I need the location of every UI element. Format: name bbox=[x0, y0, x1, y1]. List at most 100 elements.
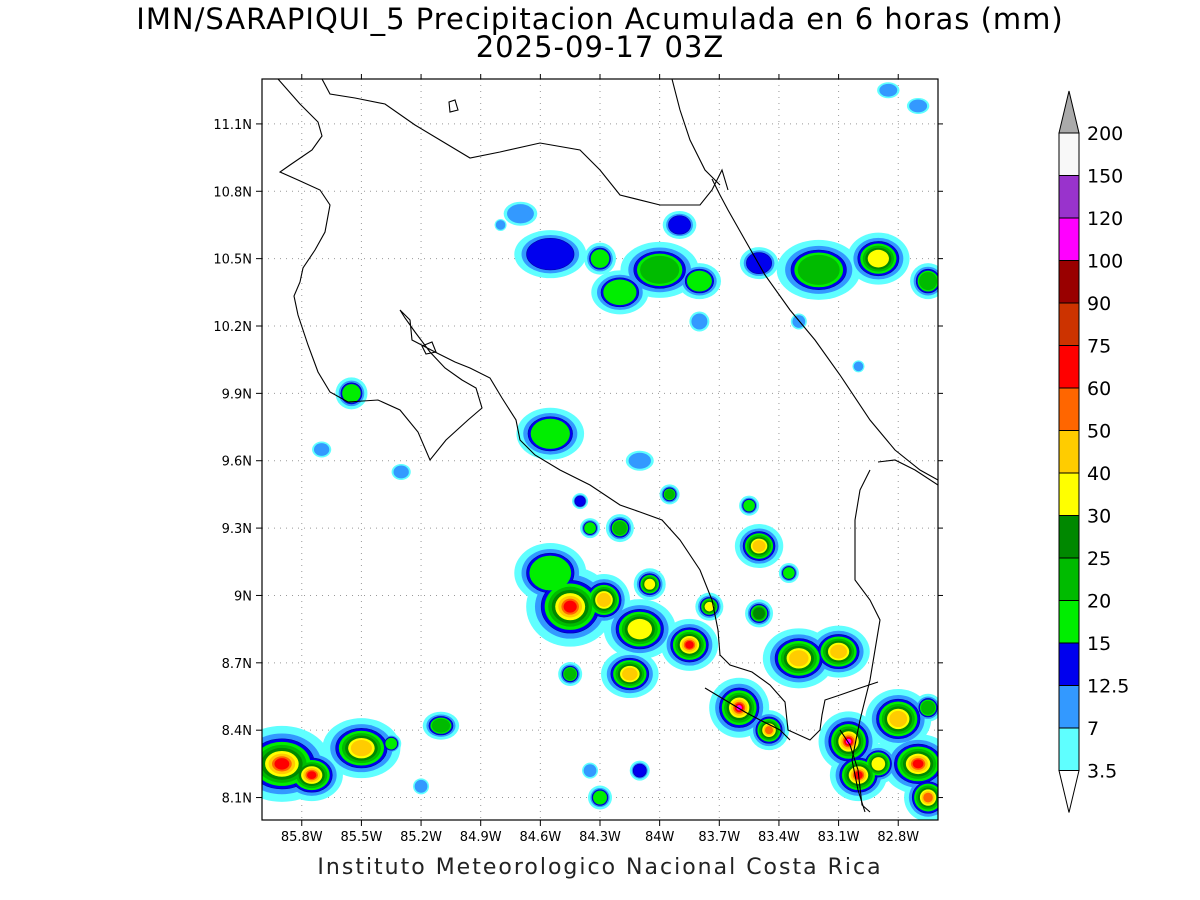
precip-contour bbox=[583, 764, 597, 777]
colorbar-segment bbox=[1058, 387, 1080, 431]
border-panama bbox=[851, 469, 881, 813]
precip-contour bbox=[668, 215, 691, 235]
colorbar-segment bbox=[1058, 345, 1080, 389]
lat-tick-label: 10.5N bbox=[213, 253, 252, 268]
colorbar-segment bbox=[1058, 302, 1080, 346]
gulf-island bbox=[421, 341, 437, 355]
precip-contour bbox=[590, 249, 610, 268]
precip-contour bbox=[530, 418, 570, 449]
lon-tick-label: 85.5W bbox=[341, 830, 383, 845]
precip-contour bbox=[853, 361, 864, 372]
precip-contour bbox=[919, 272, 938, 291]
precip-contour bbox=[603, 279, 637, 306]
lon-tick-label: 84W bbox=[645, 830, 675, 845]
colorbar-segment bbox=[1058, 685, 1080, 729]
lon-tick-label: 84.3W bbox=[579, 830, 621, 845]
precip-contour bbox=[342, 384, 361, 403]
coastline-caribbean bbox=[711, 178, 938, 481]
precip-contour bbox=[783, 567, 795, 579]
precip-contour bbox=[622, 667, 638, 681]
border-nicaragua bbox=[321, 79, 729, 206]
precip-contour bbox=[640, 255, 680, 284]
precip-contour bbox=[867, 249, 889, 268]
precip-contour bbox=[746, 252, 773, 274]
precip-contour bbox=[921, 700, 936, 715]
colorbar-segment bbox=[1058, 217, 1080, 261]
precip-contour bbox=[765, 726, 773, 735]
coastline-pacific-north bbox=[277, 79, 879, 741]
colorbar-label: 200 bbox=[1087, 123, 1123, 145]
lat-tick-label: 8.1N bbox=[222, 792, 252, 807]
lake-nicaragua-shore bbox=[671, 79, 721, 186]
longitude-tick-labels: 85.8W 85.5W 85.2W 84.9W 84.6W 84.3W 84W 83.7W 83… bbox=[281, 74, 919, 845]
credit-text: Instituto Meteorologico Nacional Costa R… bbox=[317, 855, 883, 880]
lat-tick-label: 8.7N bbox=[222, 657, 252, 672]
colorbar-segment bbox=[1058, 472, 1080, 516]
precip-contour bbox=[564, 668, 577, 681]
precip-contour bbox=[313, 443, 330, 456]
colorbar-label: 120 bbox=[1087, 208, 1123, 230]
precip-contour bbox=[644, 578, 656, 590]
latitude-tick-labels: 8.1N 8.4N 8.7N 9N 9.3N 9.6N 9.9N 10.2N 10.5N 10.8… bbox=[213, 118, 943, 807]
lon-tick-label: 83.1W bbox=[818, 830, 860, 845]
precip-contour bbox=[632, 763, 647, 778]
lon-tick-label: 85.8W bbox=[281, 830, 323, 845]
coast-east-segment bbox=[877, 459, 938, 486]
precip-contour bbox=[664, 489, 675, 500]
lat-tick-label: 10.2N bbox=[213, 320, 252, 335]
osa-peninsula bbox=[704, 687, 791, 741]
precip-contour bbox=[753, 607, 765, 620]
precip-contour bbox=[830, 644, 848, 659]
map-title: IMN/SARAPIQUI_5 Precipitacion Acumulada … bbox=[136, 2, 1064, 36]
precip-contour bbox=[628, 452, 651, 469]
precip-contour bbox=[889, 710, 908, 728]
lat-tick-label: 9.9N bbox=[222, 387, 252, 402]
colorbar-segment bbox=[1058, 132, 1080, 176]
precip-contour bbox=[385, 737, 398, 750]
precip-contour bbox=[350, 740, 372, 757]
precip-contour bbox=[797, 254, 840, 285]
precip-contour bbox=[685, 640, 694, 649]
lon-tick-label: 83.7W bbox=[698, 830, 740, 845]
precip-contour bbox=[691, 313, 708, 330]
colorbar-legend: 3.5 7 12.5 15 20 25 30 40 50 60 75 90 100 120 150 200 bbox=[1058, 90, 1129, 813]
grid-lines bbox=[262, 79, 938, 820]
colorbar-label: 150 bbox=[1087, 166, 1123, 188]
lon-tick-label: 84.6W bbox=[519, 830, 561, 845]
lon-tick-label: 82.8W bbox=[877, 830, 919, 845]
precip-contour bbox=[529, 555, 572, 591]
precip-contour bbox=[686, 270, 712, 292]
lat-tick-label: 10.8N bbox=[213, 185, 252, 200]
colorbar-segment bbox=[1058, 260, 1080, 304]
precip-contour bbox=[563, 600, 577, 613]
precip-contour bbox=[593, 790, 607, 805]
colorbar-label: 75 bbox=[1087, 336, 1111, 358]
precip-contour bbox=[307, 771, 317, 779]
precip-contour bbox=[596, 592, 611, 607]
map-frame bbox=[261, 78, 939, 821]
colorbar-under-arrow bbox=[1058, 770, 1080, 813]
lat-tick-label: 9.3N bbox=[222, 522, 252, 537]
precip-contour bbox=[743, 499, 755, 512]
precip-contour bbox=[909, 99, 928, 113]
burica bbox=[839, 729, 871, 813]
colorbar-label: 20 bbox=[1087, 591, 1111, 613]
colorbar-segment bbox=[1058, 600, 1080, 644]
precip-contour bbox=[879, 83, 898, 97]
colorbar-label: 3.5 bbox=[1087, 761, 1117, 783]
colorbar-label: 12.5 bbox=[1087, 676, 1129, 698]
precip-contour bbox=[274, 758, 290, 770]
precip-contour bbox=[495, 220, 506, 230]
colorbar-over-arrow bbox=[1058, 90, 1080, 134]
precip-contour bbox=[574, 495, 586, 507]
precip-contour bbox=[526, 238, 575, 271]
lat-tick-label: 9N bbox=[234, 589, 252, 604]
precip-contour bbox=[584, 522, 596, 534]
precip-contour bbox=[393, 465, 409, 479]
colorbar-label: 60 bbox=[1087, 378, 1111, 400]
precip-contour bbox=[431, 718, 451, 733]
lat-tick-label: 8.4N bbox=[222, 724, 252, 739]
colorbar-label: 40 bbox=[1087, 463, 1111, 485]
lat-tick-label: 9.6N bbox=[222, 455, 252, 470]
colorbar-label: 25 bbox=[1087, 548, 1111, 570]
